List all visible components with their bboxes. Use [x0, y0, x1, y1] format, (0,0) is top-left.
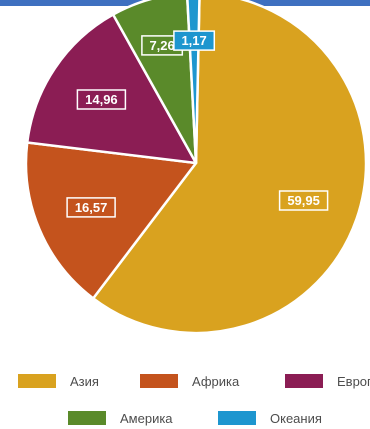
pie-label-text-africa: 16,57 — [75, 200, 108, 215]
pie-label-box-asia — [278, 190, 329, 211]
legend-row-2: Америка Океания — [0, 407, 370, 429]
legend-label-europe: Европа — [337, 373, 370, 389]
pie-label-box-oceania — [173, 30, 216, 51]
pie-label-box-africa — [66, 197, 116, 218]
legend-label-america: Америка — [120, 410, 173, 426]
pie-label-text-oceania: 1,17 — [181, 33, 206, 48]
legend-label-oceania: Океания — [270, 410, 322, 426]
legend-label-asia: Азия — [70, 373, 99, 389]
legend-item-oceania: Океания — [218, 407, 322, 429]
legend-row-1: Азия Африка Европа — [0, 370, 370, 392]
legend-swatch-asia — [18, 374, 56, 388]
pie-label-oceania: 1,17 — [173, 30, 216, 51]
legend-item-africa: Африка — [140, 370, 239, 392]
pie-slice-africa — [24, 141, 198, 300]
legend-item-asia: Азия — [18, 370, 99, 392]
pie-label-europe: 14,96 — [76, 89, 127, 110]
legend-swatch-europe — [285, 374, 323, 388]
legend-swatch-oceania — [218, 411, 256, 425]
legend-item-europe: Европа — [285, 370, 370, 392]
legend-swatch-america — [68, 411, 106, 425]
pie-label-africa: 16,57 — [66, 197, 116, 218]
pie-label-text-europe: 14,96 — [85, 92, 118, 107]
pie-slice-europe — [25, 13, 198, 165]
pie-chart: 59,95 16,57 14,96 7,26 1,17 — [24, 0, 368, 335]
legend-label-africa: Африка — [192, 373, 240, 389]
pie-label-box-europe — [76, 89, 127, 110]
pie-label-text-america: 7,26 — [149, 38, 174, 53]
pie-label-asia: 59,95 — [278, 190, 329, 211]
pie-label-text-asia: 59,95 — [287, 193, 320, 208]
legend-item-america: Америка — [68, 407, 173, 429]
legend-swatch-africa — [140, 374, 178, 388]
pie-slice-asia — [91, 0, 368, 335]
